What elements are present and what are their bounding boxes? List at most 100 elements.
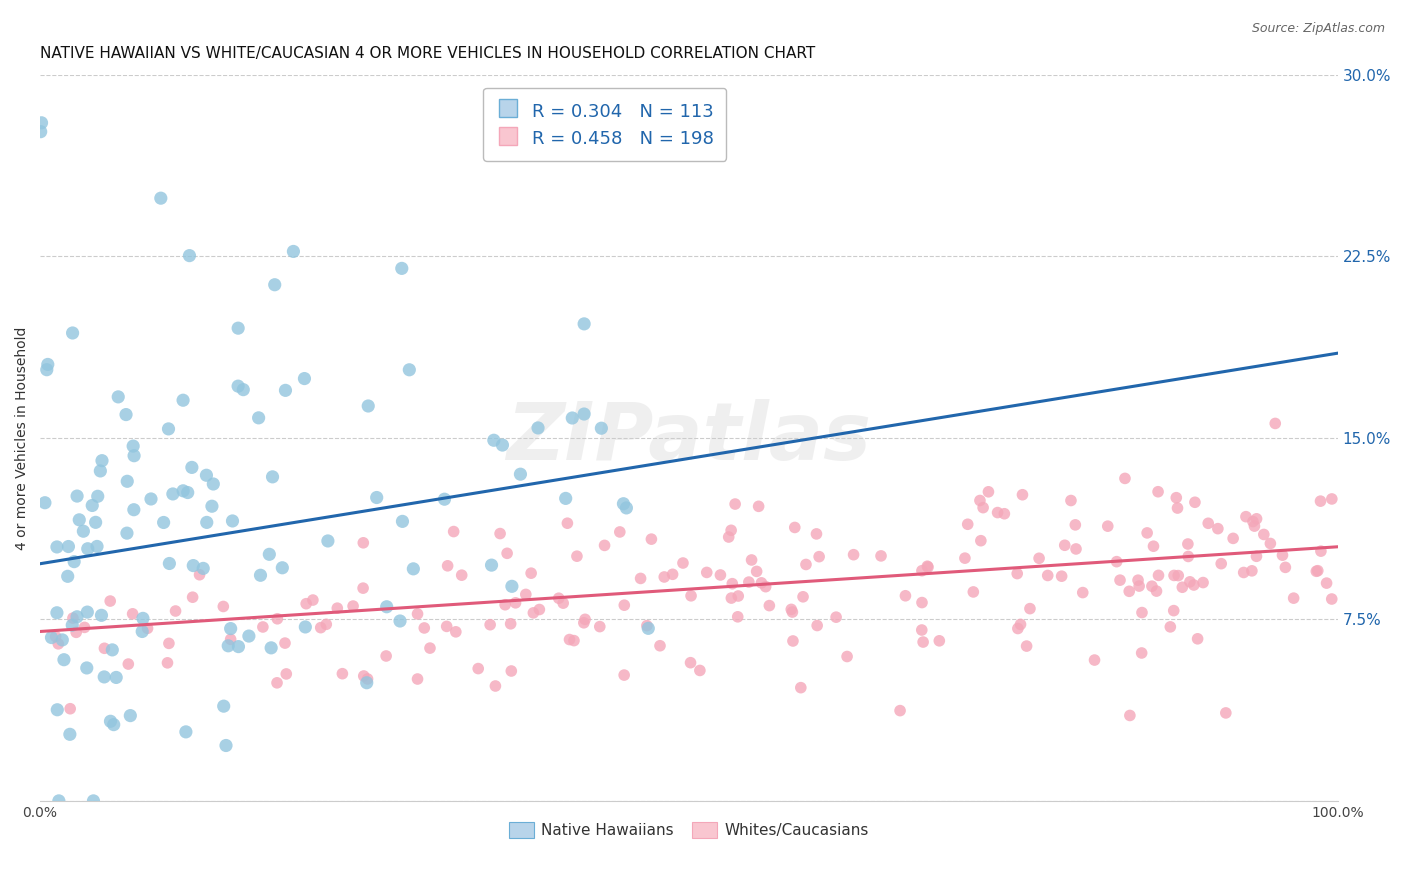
Point	[745, 565, 768, 579]
Point	[1010, 617, 1032, 632]
Point	[67, 513, 90, 527]
Point	[1136, 525, 1159, 540]
Point	[375, 648, 398, 663]
Point	[433, 492, 456, 507]
Point	[76, 661, 98, 675]
Point	[215, 739, 238, 753]
Point	[558, 632, 581, 647]
Point	[174, 724, 197, 739]
Point	[56, 569, 79, 583]
Point	[1171, 580, 1194, 594]
Point	[35, 362, 58, 376]
Point	[696, 566, 718, 580]
Point	[62, 326, 84, 340]
Point	[91, 453, 114, 467]
Point	[86, 540, 108, 554]
Point	[73, 620, 96, 634]
Point	[467, 662, 489, 676]
Point	[76, 541, 98, 556]
Point	[1306, 564, 1329, 578]
Point	[1097, 519, 1119, 533]
Point	[501, 579, 523, 593]
Point	[316, 533, 339, 548]
Point	[1142, 539, 1164, 553]
Point	[1005, 566, 1028, 581]
Point	[481, 558, 503, 573]
Point	[302, 593, 325, 607]
Point	[375, 599, 398, 614]
Text: Source: ZipAtlas.com: Source: ZipAtlas.com	[1251, 22, 1385, 36]
Point	[1105, 555, 1128, 569]
Point	[76, 605, 98, 619]
Point	[253, 44, 276, 58]
Point	[181, 591, 204, 605]
Point	[1064, 517, 1087, 532]
Point	[188, 567, 211, 582]
Point	[717, 530, 740, 544]
Point	[1167, 568, 1189, 582]
Point	[1015, 639, 1038, 653]
Point	[652, 570, 675, 584]
Point	[1166, 501, 1188, 516]
Point	[45, 606, 67, 620]
Point	[117, 475, 139, 489]
Point	[572, 615, 595, 630]
Point	[911, 623, 934, 637]
Point	[152, 516, 174, 530]
Point	[1147, 484, 1170, 499]
Point	[1177, 549, 1199, 564]
Point	[1166, 491, 1188, 505]
Point	[165, 604, 187, 618]
Point	[928, 633, 950, 648]
Point	[226, 379, 249, 393]
Point	[1282, 591, 1305, 606]
Point	[1233, 566, 1256, 580]
Point	[120, 708, 142, 723]
Point	[402, 562, 425, 576]
Point	[221, 514, 243, 528]
Point	[1178, 574, 1201, 589]
Point	[249, 568, 271, 582]
Point	[806, 527, 828, 541]
Point	[661, 567, 683, 582]
Point	[100, 714, 122, 729]
Point	[572, 317, 595, 331]
Point	[1192, 575, 1215, 590]
Point	[226, 321, 249, 335]
Point	[58, 540, 80, 554]
Point	[30, 125, 52, 139]
Point	[90, 608, 112, 623]
Point	[562, 633, 585, 648]
Point	[294, 620, 316, 634]
Point	[782, 605, 804, 619]
Point	[115, 408, 138, 422]
Point	[515, 587, 537, 601]
Point	[46, 637, 69, 651]
Point	[709, 568, 731, 582]
Point	[263, 277, 285, 292]
Point	[37, 358, 59, 372]
Point	[195, 516, 218, 530]
Point	[806, 618, 828, 632]
Point	[356, 672, 378, 686]
Point	[65, 625, 87, 640]
Point	[613, 598, 636, 612]
Point	[593, 538, 616, 552]
Point	[1007, 622, 1029, 636]
Point	[122, 449, 145, 463]
Point	[953, 551, 976, 566]
Point	[357, 399, 380, 413]
Point	[780, 602, 803, 616]
Point	[630, 571, 652, 585]
Point	[1206, 522, 1229, 536]
Point	[1320, 592, 1343, 607]
Point	[105, 670, 128, 684]
Point	[782, 634, 804, 648]
Point	[987, 506, 1010, 520]
Point	[157, 636, 180, 650]
Point	[283, 244, 305, 259]
Point	[136, 621, 159, 635]
Point	[46, 703, 69, 717]
Point	[1177, 537, 1199, 551]
Point	[1019, 601, 1042, 615]
